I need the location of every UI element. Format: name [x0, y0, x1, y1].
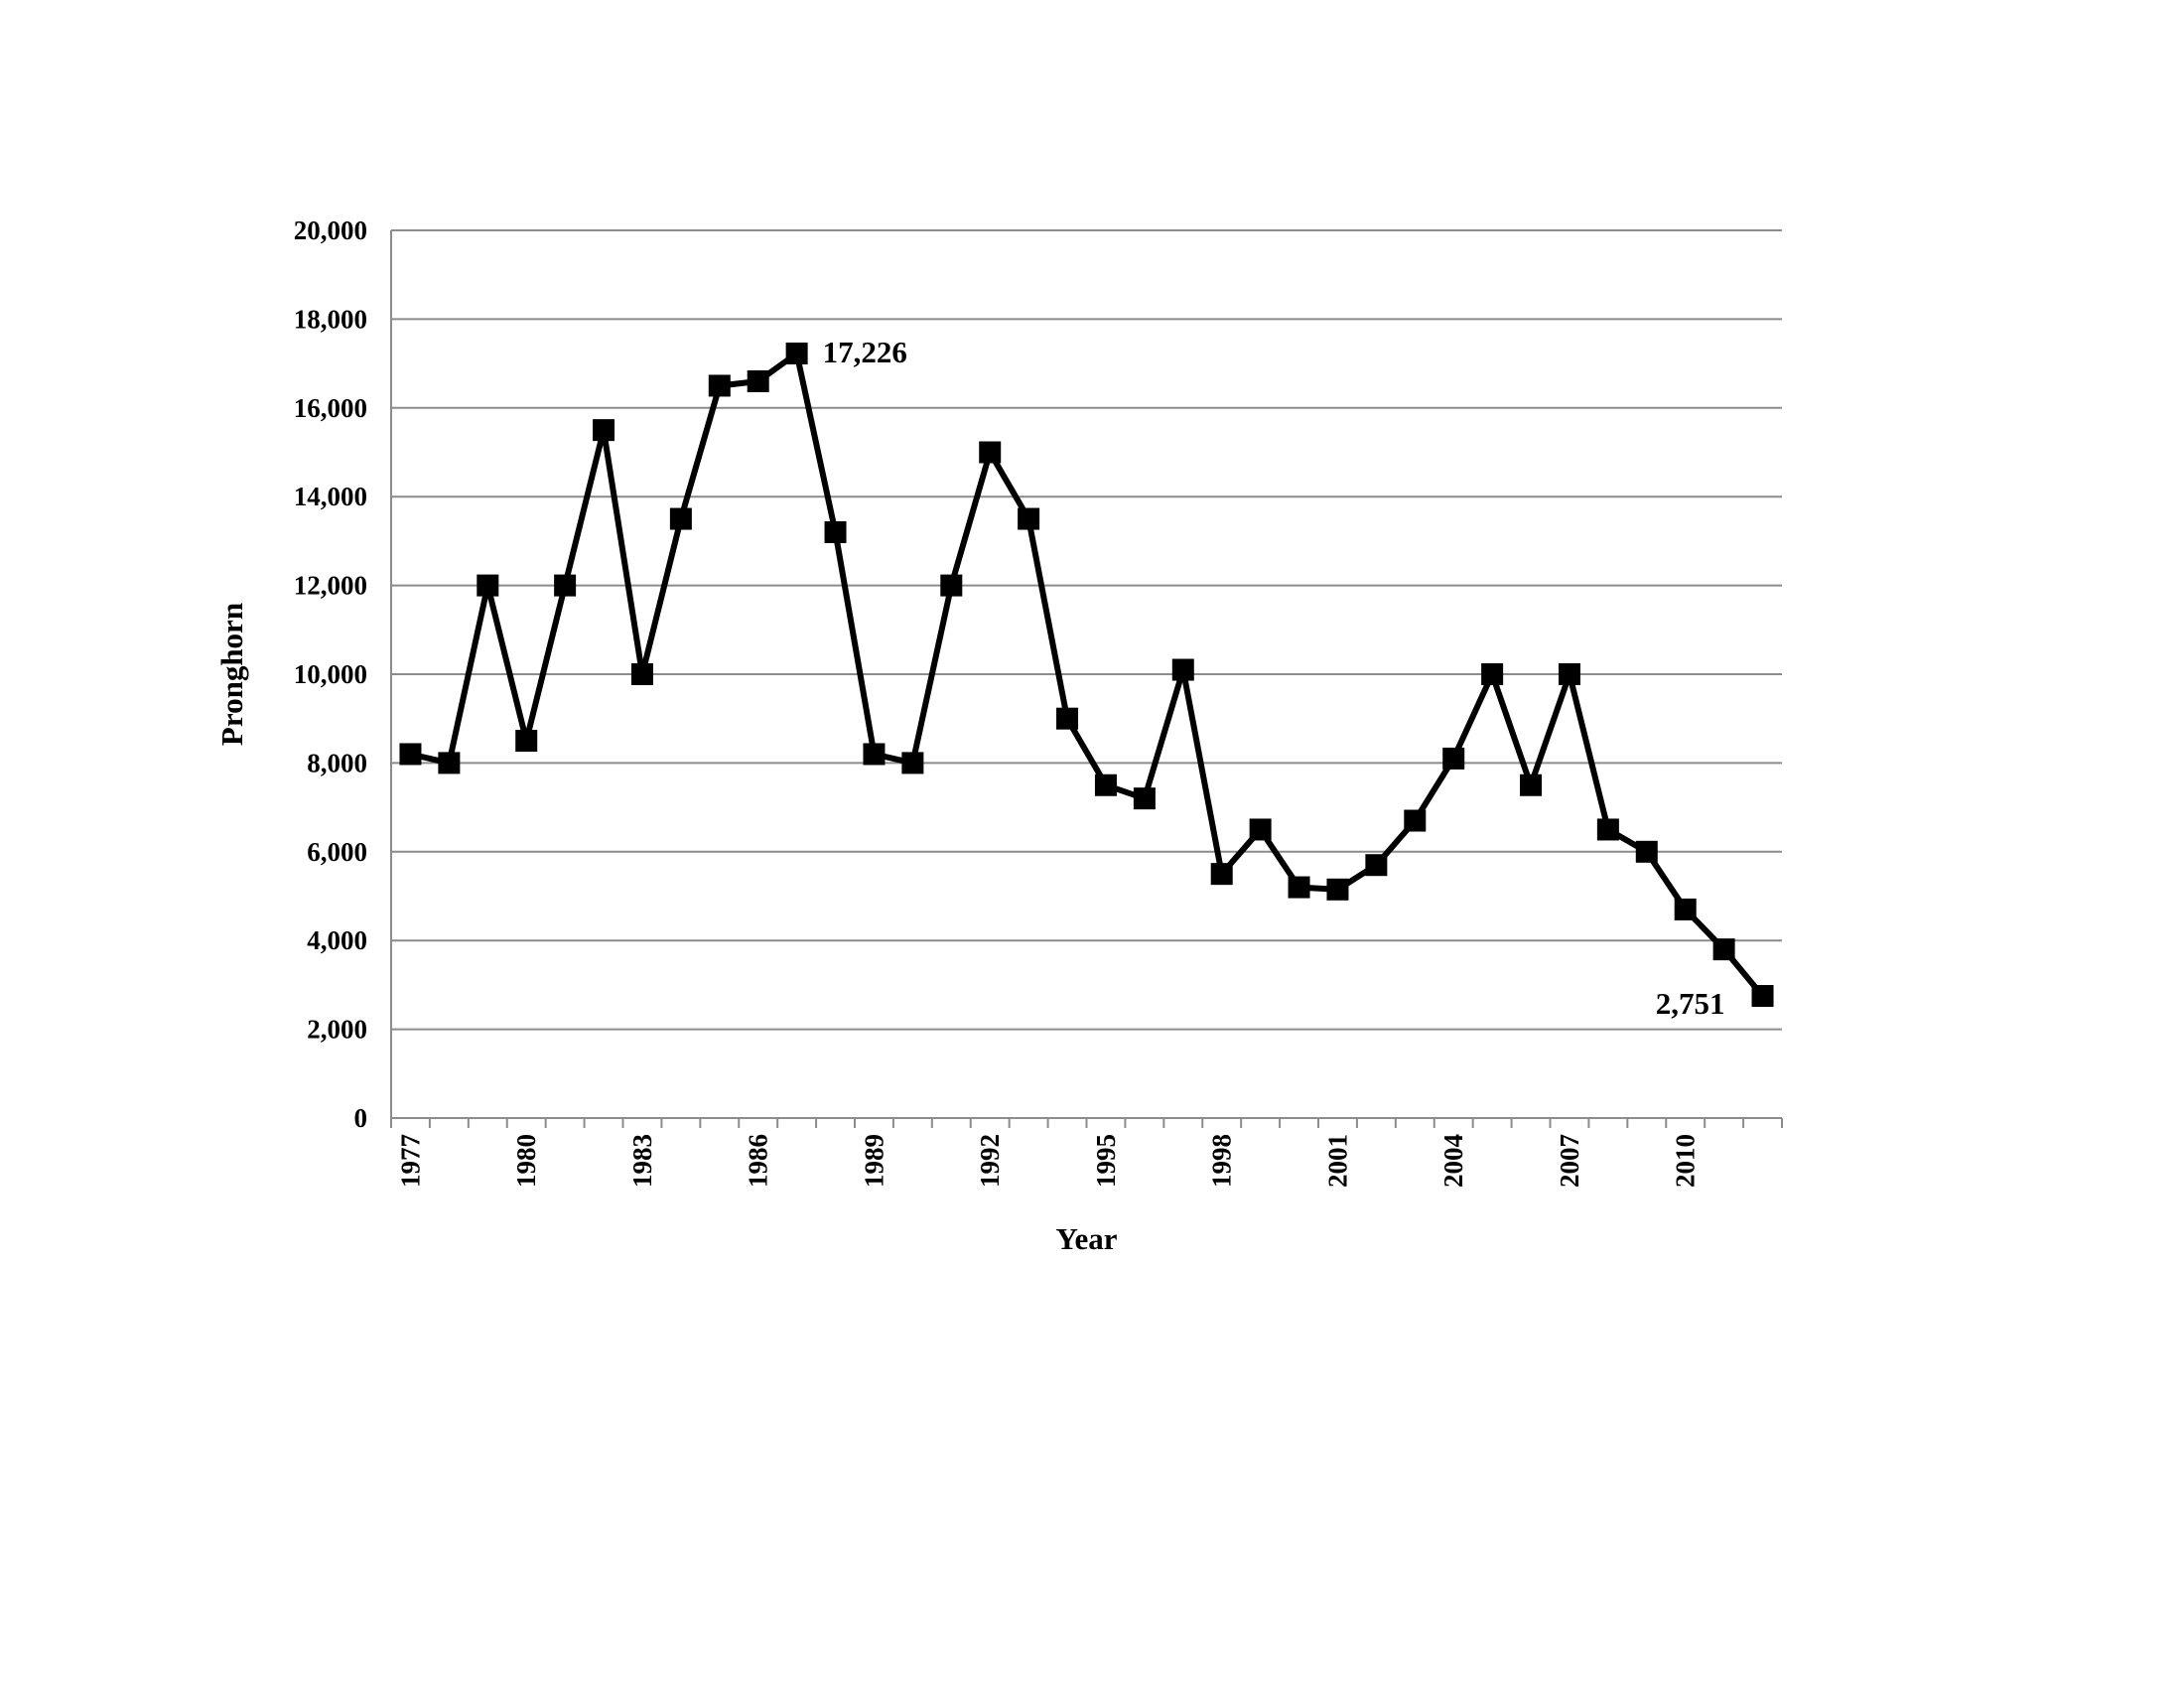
data-point-2000 [1288, 876, 1310, 899]
series-line [409, 351, 1765, 998]
data-point-1985 [708, 374, 731, 397]
data-point-1996 [1133, 787, 1156, 810]
data-point-1997 [1171, 658, 1194, 681]
y-tick-label: 20,000 [294, 215, 367, 245]
data-point-2012 [1751, 985, 1774, 1008]
data-label: 17,226 [823, 335, 907, 369]
x-tick-label: 2007 [1555, 1134, 1584, 1188]
data-point-1979 [477, 574, 499, 597]
data-point-2007 [1558, 663, 1580, 685]
data-point-2002 [1365, 854, 1388, 877]
data-point-1994 [1056, 707, 1079, 730]
y-tick-label: 4,000 [307, 925, 367, 955]
x-tick-labels: 1977 1980 1983 1986 1989 1992 1995 1998 2001 2004… [395, 1134, 1700, 1188]
data-point-2003 [1404, 809, 1427, 832]
data-point-1991 [940, 574, 963, 597]
y-tick-label: 8,000 [307, 748, 367, 777]
data-point-2008 [1596, 818, 1619, 841]
x-tick-label: 1998 [1207, 1134, 1237, 1188]
y-gridlines [391, 229, 1782, 1031]
x-tick-label: 1980 [511, 1134, 541, 1188]
data-point-2010 [1674, 898, 1697, 920]
y-tick-label: 10,000 [294, 659, 367, 689]
x-tick-label: 1983 [627, 1134, 657, 1188]
data-point-1990 [901, 752, 924, 774]
data-point-2006 [1520, 774, 1543, 796]
data-point-1987 [785, 342, 808, 364]
y-tick-label: 12,000 [294, 571, 367, 601]
data-point-1992 [979, 441, 1002, 464]
y-tick-label: 0 [354, 1103, 368, 1133]
data-point-1977 [399, 743, 422, 766]
data-point-1995 [1094, 774, 1117, 796]
data-point-1986 [747, 369, 769, 392]
y-tick-labels: 0 2,000 4,000 6,000 8,000 10,000 12,000 14,000 1… [294, 215, 367, 1133]
data-point-1982 [593, 419, 615, 442]
x-tick-label: 2004 [1438, 1134, 1468, 1188]
data-point-1988 [824, 520, 847, 543]
data-point-1993 [1018, 507, 1040, 530]
y-tick-label: 18,000 [294, 304, 367, 334]
data-point-2001 [1326, 878, 1349, 901]
y-tick-label: 14,000 [294, 482, 367, 511]
x-tick-label: 1977 [395, 1134, 425, 1188]
data-labels: 17,226 2,751 [823, 335, 1725, 1021]
data-point-1980 [515, 730, 538, 753]
x-tick-marks [390, 1118, 1783, 1128]
x-tick-label: 2001 [1322, 1134, 1352, 1188]
x-axis-title: Year [1056, 1221, 1118, 1256]
x-tick-label: 1995 [1091, 1134, 1121, 1188]
data-point-2004 [1442, 747, 1465, 770]
data-point-1984 [669, 507, 692, 530]
y-tick-label: 16,000 [294, 393, 367, 423]
data-markers [399, 342, 1774, 1008]
x-tick-label: 2010 [1671, 1134, 1701, 1188]
data-label: 2,751 [1656, 986, 1725, 1021]
data-point-1989 [863, 743, 886, 766]
x-tick-label: 1986 [744, 1134, 773, 1188]
x-tick-label: 1992 [975, 1134, 1005, 1188]
data-point-1999 [1249, 818, 1272, 841]
y-axis-title: Pronghorn [214, 603, 249, 746]
data-point-1998 [1210, 863, 1233, 886]
data-point-2005 [1481, 663, 1504, 685]
y-tick-label: 6,000 [307, 837, 367, 867]
y-tick-label: 2,000 [307, 1015, 367, 1045]
data-point-1983 [630, 663, 653, 685]
data-point-2009 [1635, 840, 1658, 863]
x-tick-label: 1989 [859, 1134, 888, 1188]
data-point-2011 [1712, 938, 1735, 961]
data-point-1978 [438, 752, 461, 774]
data-point-1981 [554, 574, 577, 597]
